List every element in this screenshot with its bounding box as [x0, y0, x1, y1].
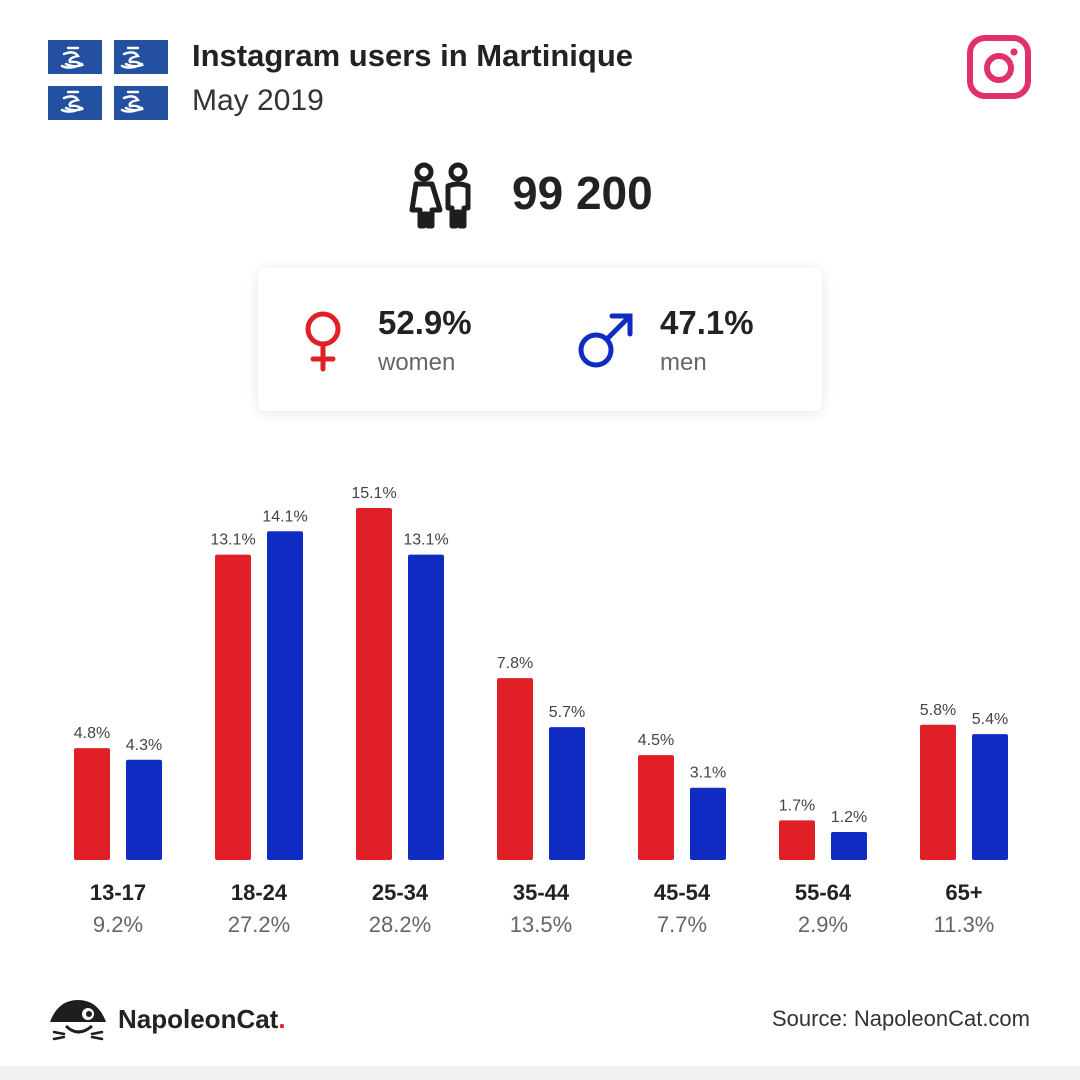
- data-label-women-13-17: 4.8%: [74, 725, 110, 742]
- bar-men-45-54: [690, 787, 726, 860]
- category-label-18-24: 18-24: [231, 880, 288, 905]
- napoleoncat-logo-icon: [50, 1000, 106, 1041]
- bar-women-55-64: [779, 820, 815, 860]
- data-label-women-35-44: 7.8%: [497, 655, 533, 672]
- category-total-18-24: 27.2%: [228, 912, 290, 937]
- category-total-65+: 11.3%: [934, 912, 995, 937]
- instagram-icon: [967, 35, 1031, 99]
- category-total-35-44: 13.5%: [510, 912, 572, 937]
- male-icon: [578, 313, 633, 368]
- category-total-45-54: 7.7%: [657, 912, 707, 937]
- age-gender-bar-chart: 4.8% 4.3% 13-17 9.2% 13.1% 14.1% 18-24 27.2% 15.…: [74, 485, 1008, 937]
- bottom-strip: [0, 1066, 1080, 1080]
- category-total-25-34: 28.2%: [369, 912, 431, 937]
- men-percentage: 47.1%: [660, 304, 754, 341]
- category-label-35-44: 35-44: [513, 880, 570, 905]
- data-label-men-13-17: 4.3%: [126, 737, 162, 754]
- women-label: women: [378, 349, 456, 376]
- data-label-men-25-34: 13.1%: [403, 532, 448, 549]
- data-label-women-65+: 5.8%: [920, 702, 956, 719]
- bar-women-65+: [920, 724, 956, 860]
- bar-women-18-24: [215, 554, 251, 860]
- source-credit: Source: NapoleonCat.com: [771, 1006, 1030, 1031]
- data-label-men-18-24: 14.1%: [262, 508, 307, 525]
- data-label-women-45-54: 4.5%: [638, 732, 674, 749]
- category-total-55-64: 2.9%: [798, 912, 848, 937]
- users-icon: [409, 162, 471, 229]
- page-subtitle: May 2019: [192, 84, 324, 117]
- bar-men-25-34: [408, 554, 444, 860]
- martinique-flag-icon: [48, 40, 168, 120]
- women-percentage: 52.9%: [378, 304, 472, 341]
- data-label-men-35-44: 5.7%: [549, 704, 585, 721]
- bar-men-35-44: [549, 727, 585, 860]
- female-icon: [305, 311, 341, 372]
- bar-men-55-64: [831, 832, 867, 860]
- total-users: 99 200: [512, 167, 653, 219]
- bar-men-13-17: [126, 759, 162, 860]
- page-title: Instagram users in Martinique: [192, 38, 633, 73]
- gender-card: 52.9% women 47.1% men: [258, 268, 822, 411]
- bar-women-35-44: [497, 678, 533, 860]
- category-label-45-54: 45-54: [654, 880, 711, 905]
- category-label-65+: 65+: [945, 880, 982, 905]
- brand-dot: .: [278, 1004, 286, 1034]
- category-total-13-17: 9.2%: [93, 912, 143, 937]
- category-label-55-64: 55-64: [795, 880, 852, 905]
- bar-men-65+: [972, 734, 1008, 860]
- category-label-13-17: 13-17: [90, 880, 146, 905]
- men-label: men: [660, 349, 707, 376]
- data-label-men-55-64: 1.2%: [831, 809, 867, 826]
- data-label-men-45-54: 3.1%: [690, 765, 726, 782]
- category-label-25-34: 25-34: [372, 880, 429, 905]
- bar-women-45-54: [638, 755, 674, 860]
- bar-men-18-24: [267, 531, 303, 860]
- brand-name: NapoleonCat.: [118, 1004, 286, 1034]
- data-label-women-18-24: 13.1%: [210, 532, 255, 549]
- bar-women-25-34: [356, 508, 392, 860]
- bar-women-13-17: [74, 748, 110, 860]
- data-label-women-25-34: 15.1%: [351, 485, 396, 502]
- data-label-women-55-64: 1.7%: [779, 797, 815, 814]
- data-label-men-65+: 5.4%: [972, 711, 1008, 728]
